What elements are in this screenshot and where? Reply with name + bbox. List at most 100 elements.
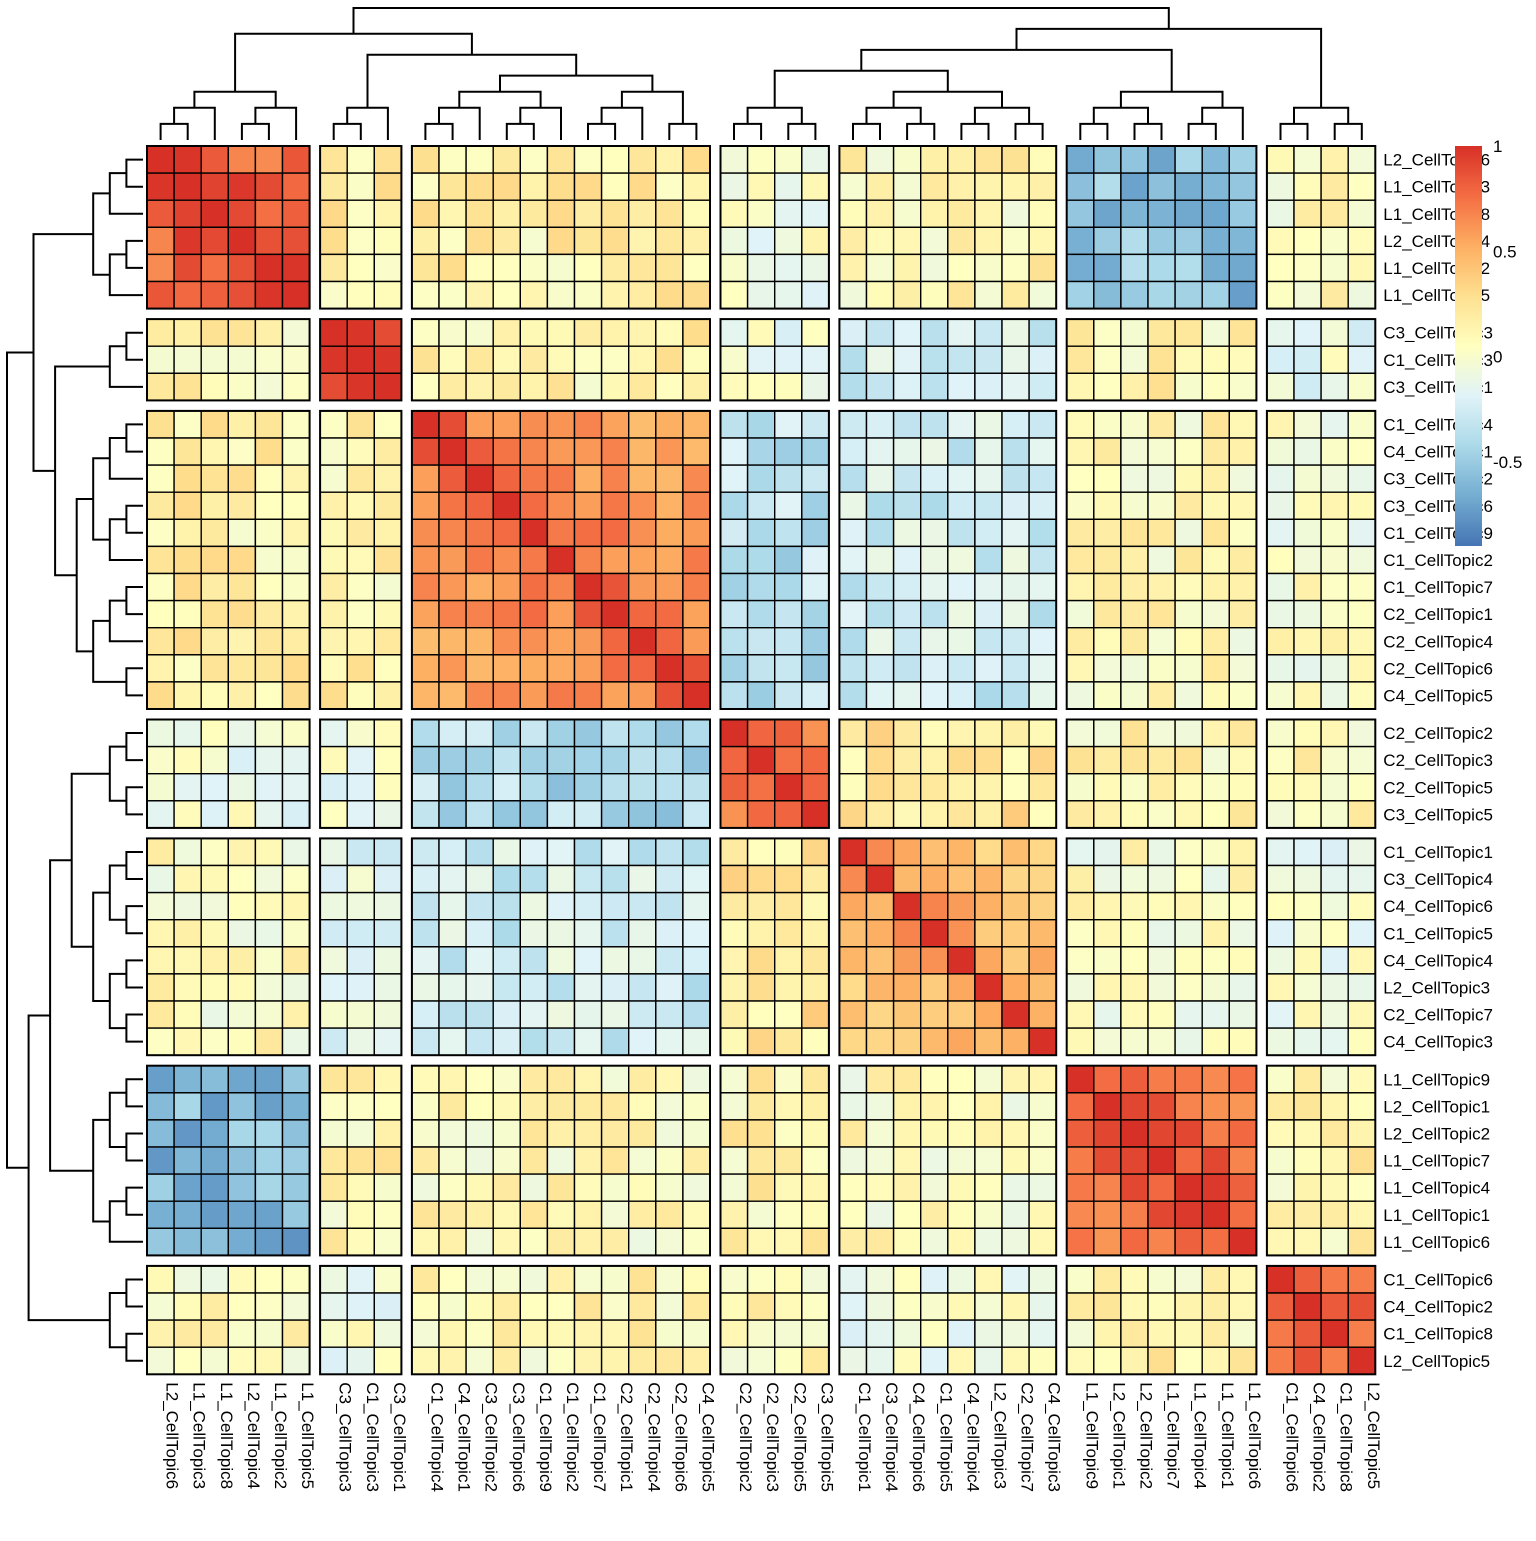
heatmap-cell [1293,518,1322,548]
heatmap-cell [682,464,711,493]
heatmap-cell [465,627,494,656]
heatmap-cell [281,518,311,548]
heatmap-cell [774,681,803,710]
heatmap-cell [1065,410,1095,439]
heatmap-cell [947,226,976,256]
heatmap-cell [974,1265,1003,1294]
heatmap-cell [838,464,868,493]
heatmap-cell [1001,1027,1030,1056]
heatmap-cell [920,864,949,894]
heatmap-cell [1320,1027,1349,1056]
heatmap-cell [1174,280,1203,310]
heatmap-cell [1093,745,1122,775]
heatmap-cell [519,1092,549,1121]
heatmap-cell [1201,599,1230,629]
heatmap-cell [200,837,229,867]
heatmap-cell [801,1064,830,1094]
heatmap-cell [600,345,630,375]
heatmap-cell [655,1064,684,1094]
heatmap-cell [1228,946,1258,975]
heatmap-cell [719,681,749,710]
heatmap-cell [1201,1319,1230,1348]
heatmap-cell [682,837,711,867]
heatmap-cell [411,973,440,1002]
heatmap-cell [346,172,376,201]
heatmap-cell [254,718,284,748]
heatmap-cell [227,1119,257,1148]
heatmap-cell [682,199,711,228]
heatmap-cell [281,1200,311,1229]
heatmap-cell [1028,1000,1057,1029]
heatmap-cell [573,1173,603,1202]
heatmap-cell [801,1173,830,1202]
heatmap-cell [1028,199,1057,228]
heatmap-cell [411,919,440,948]
row-label: C1_CellTopic1 [1383,843,1493,862]
heatmap-cell [519,253,549,283]
heatmap-cell [1093,864,1122,894]
heatmap-cell [411,1000,440,1029]
heatmap-cell [492,437,522,466]
heatmap-cell [146,1064,175,1094]
heatmap-cell [1347,681,1376,710]
heatmap-cell [546,545,576,575]
heatmap-cell [465,1200,494,1229]
heatmap-cell [1028,437,1057,466]
heatmap-cell [546,864,576,894]
heatmap-cell [573,172,603,201]
dendrogram-branch [125,1013,143,1043]
heatmap-cell [838,745,868,775]
heatmap-cell [1320,1092,1349,1121]
heatmap-cell [1001,1200,1030,1229]
heatmap-cell [1120,1173,1149,1202]
heatmap-cell [1320,1200,1349,1229]
dendrogram-branch [108,972,127,1030]
heatmap-cell [1293,891,1322,921]
heatmap-cell [1093,437,1122,466]
heatmap-cell [1028,491,1057,521]
heatmap-cell [947,318,976,347]
heatmap-cell [438,1346,467,1375]
heatmap-cell [1065,891,1095,921]
heatmap-cell [947,800,976,829]
heatmap-cell [1174,718,1203,748]
heatmap-cell [746,654,776,683]
heatmap-cell [920,172,949,201]
heatmap-cell [1001,1092,1030,1121]
column-label: C1_CellTopic5 [936,1382,955,1492]
heatmap-cell [628,572,657,602]
column-label: C1_CellTopic2 [563,1382,582,1492]
heatmap-cell [682,654,711,683]
heatmap-cell [519,145,549,174]
heatmap-cell [519,773,549,802]
heatmap-cell [465,491,494,521]
heatmap-cell [1001,773,1030,802]
heatmap-cell [1293,864,1322,894]
heatmap-cell [281,1227,311,1257]
heatmap-cell [600,1092,630,1121]
heatmap-cell [719,1119,749,1148]
heatmap-cell [465,654,494,683]
heatmap-cell [438,773,467,802]
heatmap-cell [1320,1064,1349,1094]
heatmap-cell [173,172,202,201]
heatmap-cell [865,464,895,493]
heatmap-cell [465,973,494,1002]
heatmap-cell [947,1119,976,1148]
heatmap-cell [655,464,684,493]
heatmap-cell [719,599,749,629]
column-label: L1_CellTopic5 [298,1382,317,1489]
heatmap-cell [1174,318,1203,347]
heatmap-cell [920,773,949,802]
heatmap-cell [573,572,603,602]
heatmap-cell [774,1319,803,1348]
row-label: C4_CellTopic4 [1383,951,1493,970]
heatmap-cell [1001,318,1030,347]
heatmap-cell [519,599,549,629]
heatmap-cell [173,545,202,575]
heatmap-cell [947,654,976,683]
heatmap-cell [947,1173,976,1202]
heatmap-cell [974,1346,1003,1375]
heatmap-cell [1120,1346,1149,1375]
